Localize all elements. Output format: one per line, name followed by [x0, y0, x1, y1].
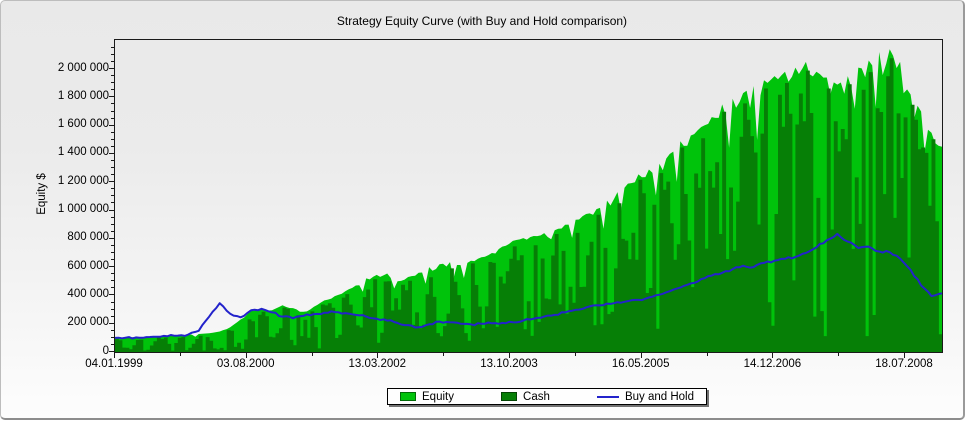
y-minor-tick — [111, 244, 114, 246]
y-minor-tick — [111, 202, 114, 204]
legend-label-cash: Cash — [523, 390, 550, 403]
plot-frame — [114, 39, 943, 353]
x-minor-tick — [706, 353, 708, 356]
equity-swatch-icon — [400, 392, 416, 401]
x-tick-label: 16.05.2005 — [611, 358, 670, 370]
y-minor-tick — [111, 145, 114, 147]
y-minor-tick — [111, 287, 114, 289]
y-major-tick — [109, 181, 114, 183]
legend-label-buy-and-hold: Buy and Hold — [624, 390, 694, 403]
y-minor-tick — [111, 89, 114, 91]
y-minor-tick — [111, 336, 114, 338]
y-minor-tick — [111, 195, 114, 197]
x-major-tick — [772, 353, 774, 358]
chart-title: Strategy Equity Curve (with Buy and Hold… — [336, 14, 628, 28]
y-minor-tick — [111, 259, 114, 260]
x-major-tick — [904, 353, 905, 358]
x-major-tick — [640, 353, 642, 358]
x-minor-tick — [838, 353, 840, 356]
y-tick-label: 1 600 000 — [57, 118, 109, 131]
y-tick-label: 400 000 — [67, 287, 109, 300]
x-tick-label: 03.08.2000 — [216, 358, 275, 370]
x-major-tick — [377, 353, 379, 358]
cash-area — [115, 58, 942, 352]
y-minor-tick — [111, 301, 114, 303]
x-tick-label: 13.10.2003 — [480, 358, 538, 370]
y-major-tick — [109, 68, 114, 69]
legend-label-equity: Equity — [422, 390, 454, 403]
y-minor-tick — [111, 188, 114, 190]
y-major-tick — [109, 266, 114, 268]
y-minor-tick — [111, 117, 114, 119]
y-tick-label: 1 200 000 — [57, 174, 109, 187]
y-major-tick — [109, 351, 114, 352]
legend: Equity Cash Buy and Hold — [387, 388, 707, 405]
y-tick-label: 1 800 000 — [57, 89, 109, 102]
y-minor-tick — [111, 138, 114, 140]
y-minor-tick — [111, 160, 114, 161]
buy-hold-line-icon — [596, 395, 619, 398]
x-minor-tick — [311, 353, 313, 356]
y-minor-tick — [111, 82, 114, 84]
y-minor-tick — [111, 167, 114, 169]
x-major-tick — [114, 353, 115, 358]
y-minor-tick — [111, 60, 114, 62]
y-tick-label: 1 000 000 — [57, 203, 109, 215]
x-minor-tick — [574, 353, 576, 356]
x-major-tick — [509, 353, 510, 358]
y-minor-tick — [111, 343, 114, 345]
y-minor-tick — [111, 273, 114, 275]
x-tick-label: 04.01.1999 — [85, 358, 143, 370]
y-major-tick — [109, 237, 114, 239]
y-minor-tick — [111, 223, 114, 225]
cash-swatch-icon — [501, 392, 518, 401]
x-tick-label: 18.07.2008 — [875, 358, 933, 370]
y-minor-tick — [111, 110, 114, 112]
y-tick-label: 600 000 — [67, 259, 109, 272]
y-minor-tick — [111, 131, 114, 133]
y-minor-tick — [111, 174, 114, 176]
equity-area-chart — [115, 49, 942, 352]
x-major-tick — [245, 353, 247, 358]
y-tick-label: 800 000 — [67, 231, 109, 244]
y-tick-label: 0 — [102, 344, 109, 357]
y-minor-tick — [111, 103, 114, 105]
y-tick-label: 2 000 000 — [57, 61, 109, 74]
y-major-tick — [109, 294, 114, 296]
y-major-tick — [109, 124, 114, 126]
x-minor-tick — [443, 353, 445, 356]
buy-hold-line — [115, 232, 942, 340]
y-minor-tick — [111, 46, 114, 48]
y-tick-label: 200 000 — [67, 316, 109, 329]
legend-item-buy-and-hold: Buy and Hold — [596, 390, 694, 403]
x-tick-label: 13.03.2002 — [348, 358, 407, 370]
y-major-tick — [109, 322, 114, 324]
legend-item-equity: Equity — [400, 391, 454, 403]
y-minor-tick — [111, 230, 114, 232]
legend-item-cash: Cash — [501, 391, 550, 403]
y-minor-tick — [111, 315, 114, 317]
y-minor-tick — [111, 329, 114, 331]
y-minor-tick — [111, 252, 114, 253]
y-tick-label: 1 400 000 — [57, 146, 109, 159]
y-minor-tick — [111, 280, 114, 282]
x-tick-label: 14.12.2006 — [743, 358, 802, 370]
x-minor-tick — [179, 353, 181, 356]
y-major-tick — [109, 152, 114, 154]
y-minor-tick — [111, 308, 114, 310]
y-major-tick — [109, 209, 114, 211]
y-major-tick — [109, 96, 114, 98]
y-minor-tick — [111, 75, 114, 77]
y-minor-tick — [111, 53, 114, 55]
y-minor-tick — [111, 216, 114, 218]
